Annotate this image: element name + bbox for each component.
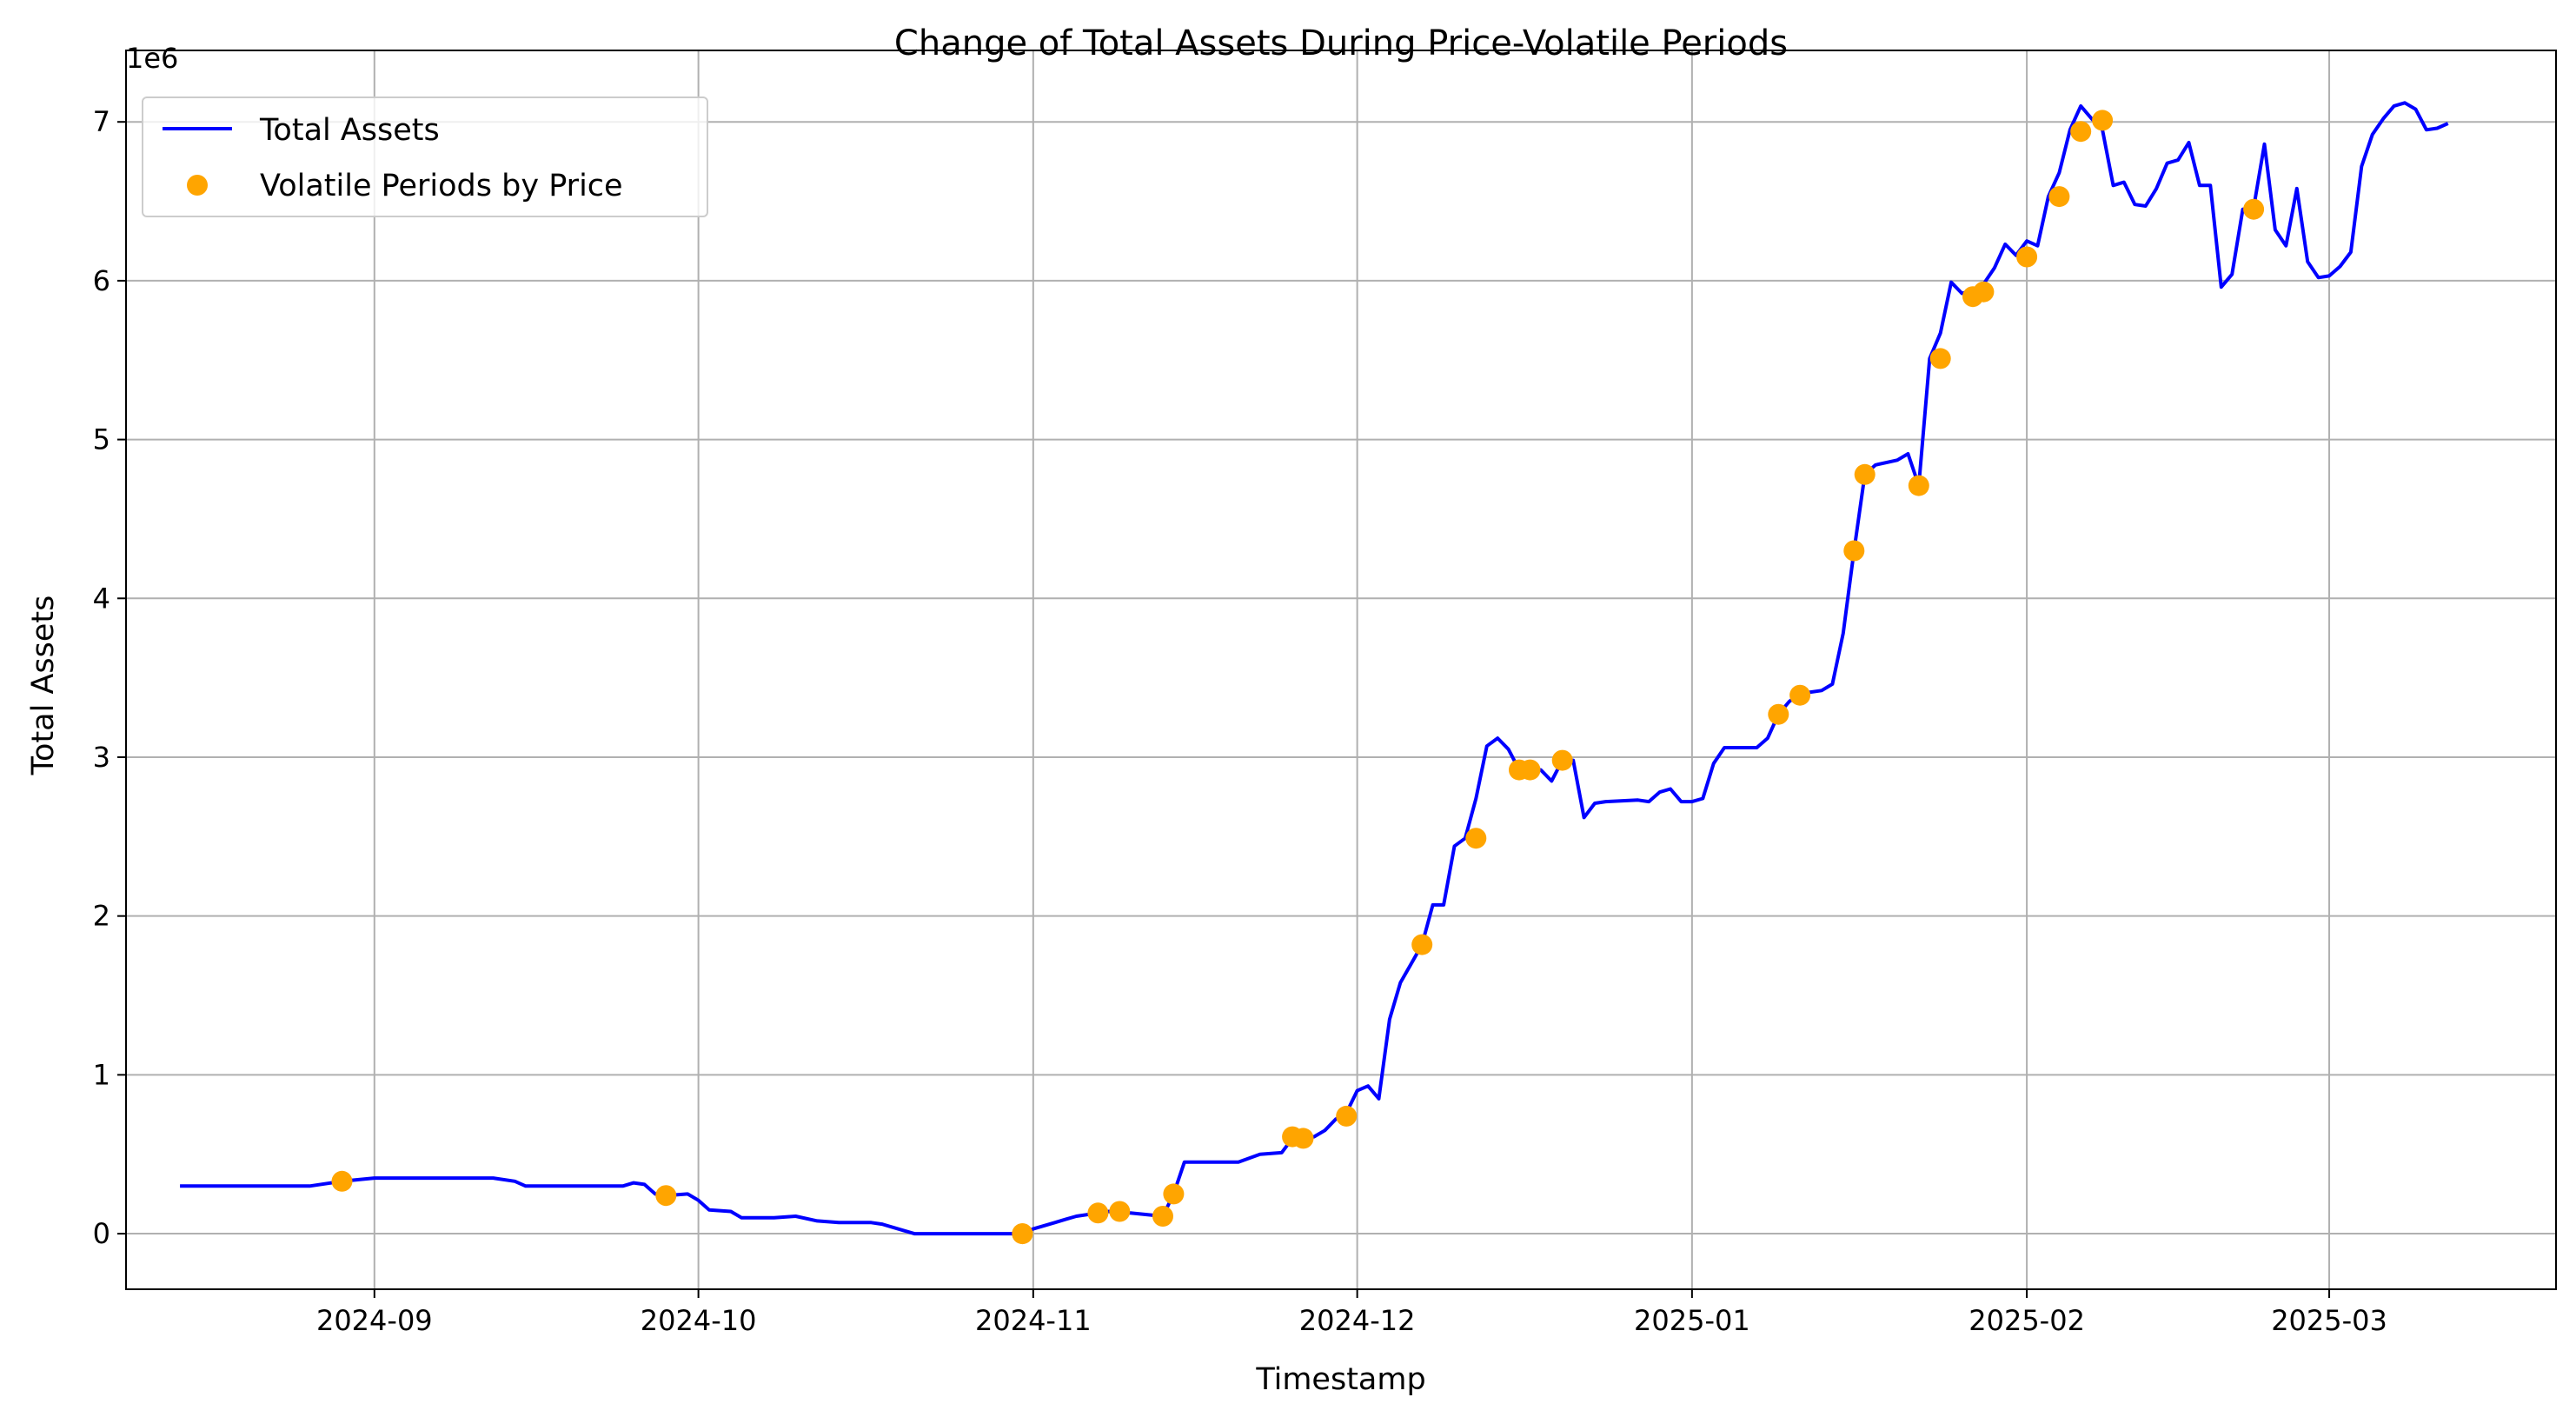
axes-frame	[125, 50, 2557, 1290]
volatile-period-point	[1929, 348, 1951, 369]
legend-label-volatile-periods: Volatile Periods by Price	[260, 169, 623, 203]
volatile-period-point	[1768, 703, 1789, 725]
y-tick-label: 5	[93, 423, 110, 456]
y-tick-label: 7	[93, 105, 110, 138]
legend-label-total-assets: Total Assets	[259, 113, 440, 148]
volatile-period-point	[1465, 828, 1487, 849]
chart-title: Change of Total Assets During Price-Vola…	[894, 23, 1788, 63]
series-layer	[180, 101, 2449, 1245]
volatile-period-point	[1152, 1206, 1173, 1227]
y-tick-label: 4	[93, 582, 110, 615]
x-tick-label: 2025-03	[2271, 1304, 2387, 1337]
legend: Total Assets Volatile Periods by Price	[142, 96, 708, 217]
volatile-period-point	[1551, 749, 1573, 771]
grid	[126, 50, 2556, 1289]
x-tick-label: 2024-10	[641, 1304, 757, 1337]
series-line-total-assets	[180, 101, 2449, 1236]
y-tick-label: 3	[93, 741, 110, 774]
x-tick-label: 2025-01	[1634, 1304, 1750, 1337]
volatile-period-point	[655, 1185, 677, 1207]
x-axis-label: Timestamp	[1255, 1362, 1425, 1397]
y-axis-label: Total Assets	[26, 596, 61, 776]
volatile-period-point	[1012, 1223, 1033, 1245]
y-tick-label: 0	[93, 1217, 110, 1250]
volatile-period-point	[1908, 475, 1929, 496]
volatile-period-point	[2048, 186, 2070, 208]
x-tick-label: 2025-02	[1969, 1304, 2085, 1337]
volatile-period-point	[2016, 246, 2038, 268]
volatile-period-point	[2092, 110, 2114, 131]
y-tick-label: 6	[93, 264, 110, 297]
x-tick-label: 2024-09	[316, 1304, 433, 1337]
volatile-period-point	[1292, 1128, 1314, 1149]
volatile-period-point	[1336, 1105, 1358, 1127]
y-multiplier-label: 1e6	[126, 42, 178, 75]
volatile-period-point	[1411, 934, 1433, 955]
volatile-period-point	[1789, 684, 1811, 706]
x-tick-label: 2024-11	[975, 1304, 1092, 1337]
volatile-period-point	[331, 1170, 353, 1192]
volatile-period-point	[2070, 121, 2092, 143]
ticks: 2024-09 2024-10 2024-11 2024-12 2025-01 2025-…	[93, 105, 2387, 1337]
volatile-period-point	[1087, 1202, 1109, 1224]
volatile-period-point	[2243, 198, 2265, 220]
y-tick-label: 2	[93, 900, 110, 933]
x-tick-label: 2024-12	[1299, 1304, 1416, 1337]
volatile-period-point	[1163, 1183, 1185, 1205]
legend-dot-marker	[187, 175, 208, 196]
volatile-period-point	[1973, 281, 1995, 303]
volatile-period-point	[1109, 1201, 1131, 1222]
volatile-period-point	[1843, 540, 1865, 562]
y-tick-label: 1	[93, 1058, 110, 1091]
volatile-period-point	[1854, 463, 1876, 485]
volatile-period-point	[1519, 759, 1541, 781]
legend-frame	[142, 96, 708, 217]
